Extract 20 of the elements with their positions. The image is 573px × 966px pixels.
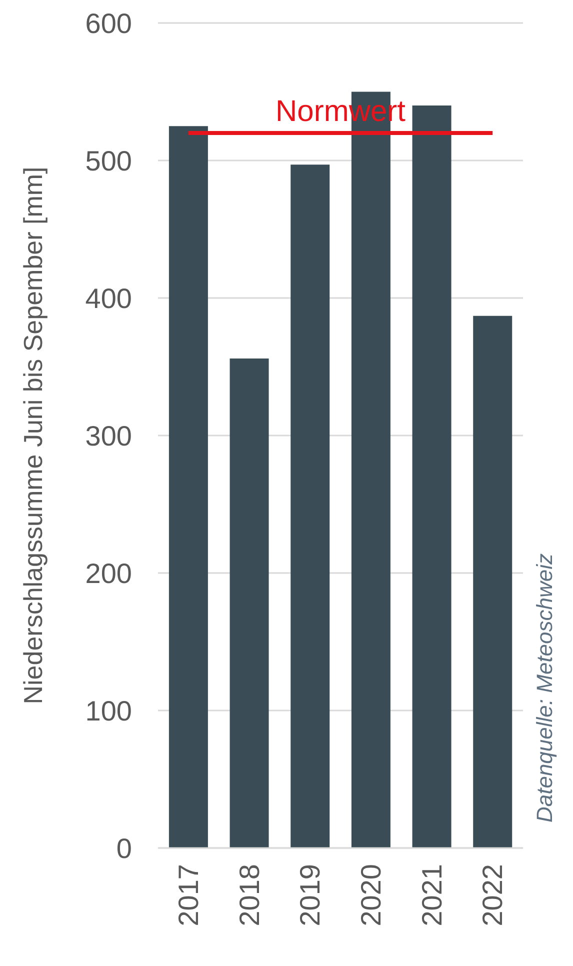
text: Datenquelle: Meteoschweiz <box>532 553 558 823</box>
x-tick-label: 2020 <box>355 864 386 926</box>
x-tick-label: 2021 <box>416 864 448 926</box>
y-tick-label: 0 <box>116 832 132 864</box>
y-axis-title: Niederschlagssumme Juni bis Sepember [mm] <box>18 166 48 704</box>
bar <box>473 316 512 848</box>
x-tick-label: 2019 <box>294 864 326 926</box>
x-tick-label: 2022 <box>477 864 508 926</box>
y-tick-label: 400 <box>85 282 132 314</box>
y-tick-label: 100 <box>85 695 132 726</box>
bar <box>230 358 269 848</box>
y-tick-label: 200 <box>85 558 132 589</box>
x-tick-label: 2018 <box>234 864 265 926</box>
y-tick-label: 500 <box>85 145 132 176</box>
y-tick-label: 600 <box>85 8 132 39</box>
y-tick-label: 300 <box>85 420 132 452</box>
bar <box>168 126 208 848</box>
x-tick-label: 2017 <box>172 864 204 926</box>
bar <box>412 106 452 848</box>
bar <box>290 164 330 848</box>
